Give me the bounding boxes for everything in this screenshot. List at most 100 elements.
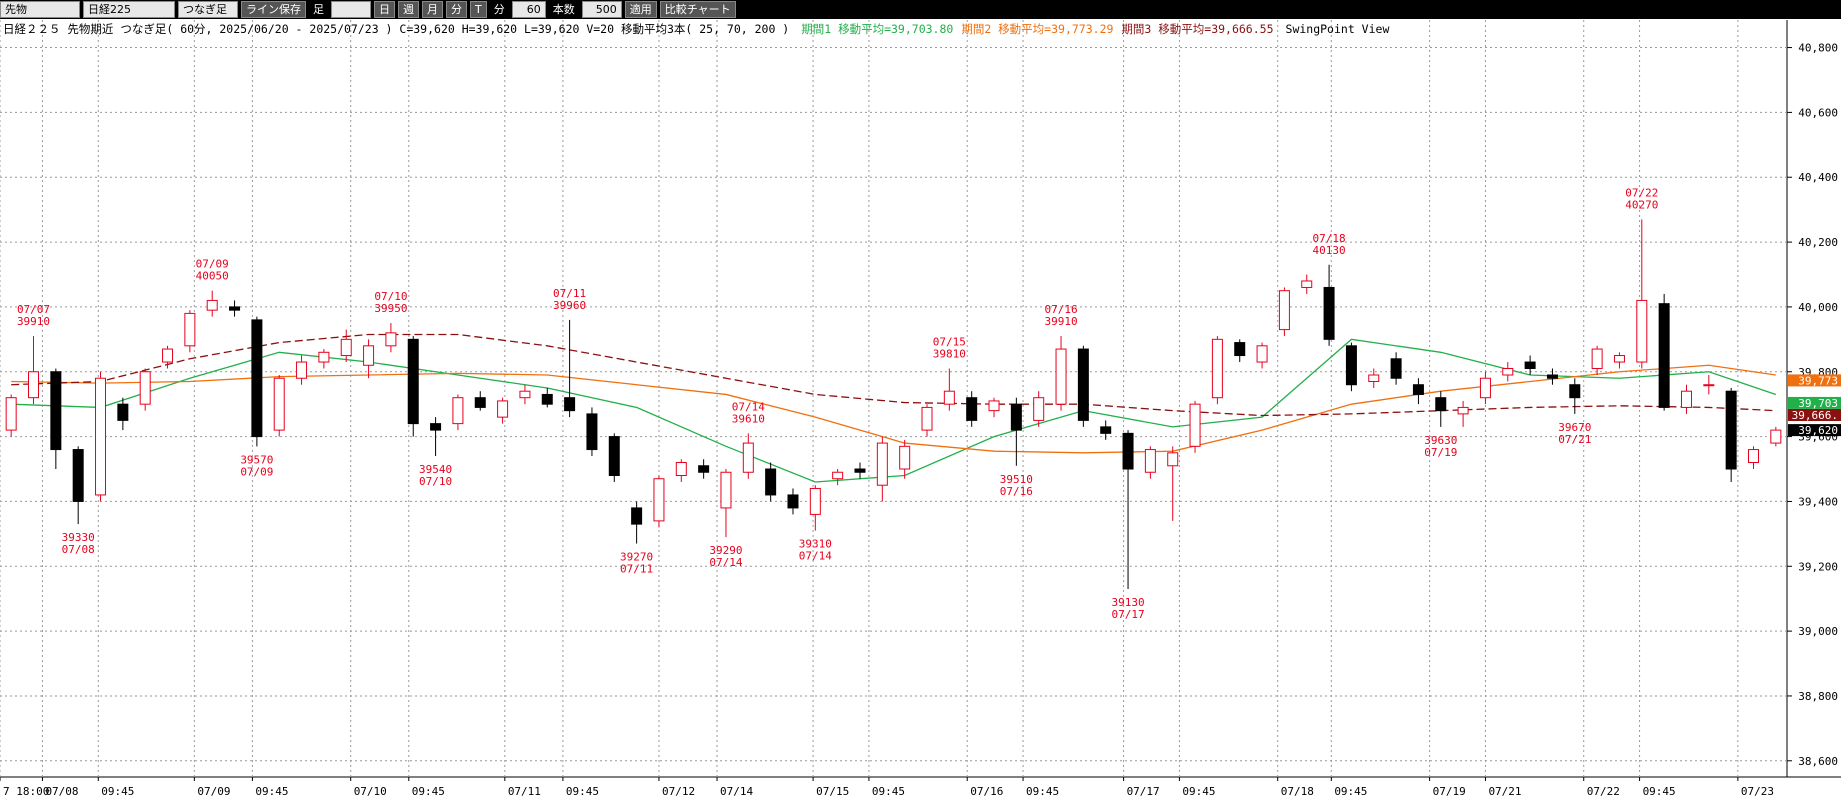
- candle-body: [653, 478, 665, 522]
- candle-body: [1189, 403, 1201, 447]
- candle-body: [497, 400, 509, 418]
- x-tick-label: 07/17: [1127, 785, 1160, 798]
- button[interactable]: 分: [446, 1, 467, 18]
- candle-body: [72, 449, 84, 502]
- candle-body: [742, 442, 754, 473]
- candle-body: [1278, 290, 1290, 331]
- swing-date: 07/15: [933, 336, 966, 349]
- select[interactable]: 先物: [0, 1, 80, 18]
- label: 分: [489, 2, 509, 17]
- candle-body: [251, 319, 263, 438]
- input[interactable]: 500: [581, 1, 622, 18]
- candle-body: [50, 371, 62, 451]
- y-tick-label: 38,600: [1798, 755, 1838, 768]
- x-tick-label: 09:45: [1026, 785, 1059, 798]
- button[interactable]: ライン保存: [241, 1, 306, 18]
- candle-body: [184, 312, 196, 347]
- candle-body: [899, 445, 911, 470]
- swing-date: 07/22: [1625, 186, 1658, 199]
- select[interactable]: 日経225: [83, 1, 175, 18]
- x-tick-label: 07/10: [354, 785, 387, 798]
- x-tick-label: 09:45: [872, 785, 905, 798]
- y-tick-label: 40,000: [1798, 301, 1838, 314]
- button[interactable]: T: [470, 1, 487, 18]
- swing-price: 39540: [419, 463, 452, 476]
- candle-body: [988, 400, 1000, 412]
- swing-date: 07/11: [620, 563, 653, 576]
- toolbar: 先物 日経225 つなぎ足 ライン保存 足 日 週 月 分 T 分 60 本数 …: [0, 0, 1841, 19]
- candle-body: [675, 462, 687, 476]
- price-tag: [1788, 396, 1841, 409]
- y-tick-label: 40,200: [1798, 236, 1838, 249]
- x-tick-label: 09:45: [1643, 785, 1676, 798]
- x-tick-label: 07/15: [816, 785, 849, 798]
- swing-date: 07/16: [1000, 485, 1033, 498]
- candle-body: [1010, 403, 1022, 431]
- x-tick-label: 07/18: [1281, 785, 1314, 798]
- candle-body: [1077, 348, 1089, 421]
- candle-body: [943, 390, 955, 405]
- y-tick-label: 38,800: [1798, 690, 1838, 703]
- swing-price: 39950: [374, 302, 407, 315]
- select[interactable]: つなぎ足: [178, 1, 238, 18]
- swing-price: 39670: [1558, 421, 1591, 434]
- swing-price: 39130: [1111, 596, 1144, 609]
- candle-body: [162, 348, 174, 363]
- candle-body: [1569, 384, 1581, 399]
- candle-body: [631, 507, 643, 525]
- swing-price: 39290: [709, 544, 742, 557]
- x-tick-label: 07/14: [720, 785, 753, 798]
- swing-date: 07/11: [553, 287, 586, 300]
- candle-body: [1100, 426, 1112, 434]
- candle-body: [363, 345, 375, 366]
- x-tick-label: 09:45: [101, 785, 134, 798]
- y-tick-label: 40,400: [1798, 171, 1838, 184]
- x-tick-label: 09:45: [412, 785, 445, 798]
- price-tag: [1788, 374, 1841, 387]
- candle-body: [1435, 397, 1447, 412]
- candle-body: [139, 371, 151, 405]
- x-tick-label: 09:45: [1334, 785, 1367, 798]
- input[interactable]: [331, 1, 371, 18]
- candle-body: [1345, 345, 1357, 386]
- x-tick-label: 09:45: [255, 785, 288, 798]
- swing-date: 07/14: [709, 556, 742, 569]
- candle-body: [229, 306, 241, 311]
- button[interactable]: 月: [422, 1, 443, 18]
- swing-date: 07/14: [799, 550, 832, 563]
- candle-body: [1301, 280, 1313, 288]
- price-tag-label: 39,666.: [1792, 409, 1838, 422]
- button[interactable]: 週: [398, 1, 419, 18]
- price-tag-label: 39,773: [1798, 374, 1838, 387]
- swing-date: 07/07: [17, 303, 50, 316]
- y-tick-label: 40,600: [1798, 106, 1838, 119]
- candle-body: [608, 436, 620, 476]
- candle-body: [698, 465, 710, 473]
- swing-price: 39910: [17, 315, 50, 328]
- swing-date: 07/19: [1424, 446, 1457, 459]
- x-tick-label: 07/12: [662, 785, 695, 798]
- candle-body: [1323, 286, 1335, 340]
- candle-body: [519, 390, 531, 399]
- candle-body: [1703, 384, 1715, 387]
- input[interactable]: 60: [511, 1, 546, 18]
- candle-body: [1368, 374, 1380, 382]
- candle-body: [1502, 368, 1514, 376]
- price-tag-label: 39,620: [1798, 424, 1838, 437]
- candle-body: [921, 406, 933, 431]
- swing-date: 07/10: [419, 475, 452, 488]
- button[interactable]: 日: [374, 1, 395, 18]
- candle-body: [1234, 342, 1246, 357]
- candle-body: [5, 397, 17, 431]
- swing-price: 39270: [620, 551, 653, 564]
- label: 本数: [548, 2, 579, 17]
- candle-body: [564, 397, 576, 412]
- swing-price: 39960: [553, 299, 586, 312]
- header-view: SwingPoint View: [1286, 22, 1390, 36]
- button[interactable]: 適用: [624, 1, 657, 18]
- x-tick-label: 07/19: [1433, 785, 1466, 798]
- candle-body: [385, 332, 397, 347]
- button[interactable]: 比較チャート: [659, 1, 736, 18]
- candle-body: [1725, 390, 1737, 470]
